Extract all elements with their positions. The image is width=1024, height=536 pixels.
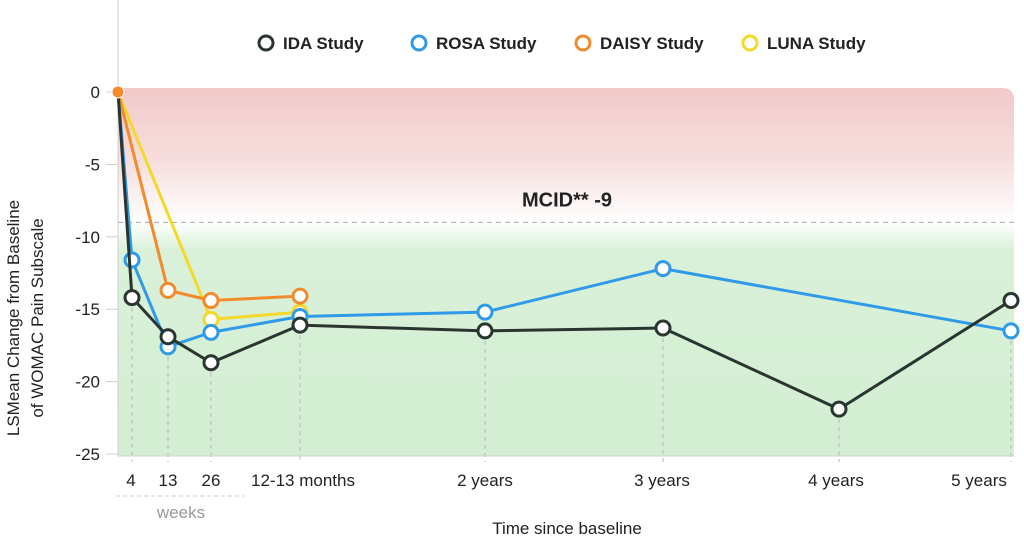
series-ida-study — [116, 91, 1020, 418]
data-point — [476, 303, 494, 321]
data-point — [654, 260, 672, 278]
y-tick-label: -25 — [75, 445, 100, 464]
series-line — [116, 91, 301, 303]
data-point — [159, 328, 177, 346]
legend-marker — [257, 34, 275, 52]
weeks-group-label: weeks — [156, 503, 205, 522]
legend-item: IDA Study — [257, 34, 364, 53]
y-axis: 0 -5 -10 -15 -20 -25 — [75, 0, 119, 464]
y-tick-label: 0 — [91, 83, 100, 102]
y-tick-label: -5 — [85, 155, 100, 174]
x-axis-title: Time since baseline — [492, 519, 642, 536]
data-point — [291, 316, 309, 334]
y-tick-label: -10 — [75, 228, 100, 247]
x-tick-label: 4 — [126, 471, 135, 490]
data-point — [476, 322, 494, 340]
x-tick-label: 2 years — [457, 471, 513, 490]
x-tick-label: 13 — [159, 471, 178, 490]
x-guide-lines — [131, 307, 1012, 462]
legend-marker — [410, 34, 428, 52]
x-axis: 4 13 26 12-13 months 2 years 3 years 4 years 5 … — [116, 455, 1014, 522]
legend-label: LUNA Study — [767, 34, 866, 53]
y-axis-title-line-1: LSMean Change from Baseline — [4, 200, 23, 436]
legend-marker — [741, 34, 759, 52]
mcid-label: MCID** -9 — [522, 189, 612, 211]
legend-label: IDA Study — [283, 34, 364, 53]
data-point — [123, 289, 141, 307]
below-mcid-zone — [118, 222, 1014, 456]
legend-marker — [574, 34, 592, 52]
series-daisy-study — [116, 91, 309, 310]
legend-label: DAISY Study — [600, 34, 704, 53]
data-point — [202, 354, 220, 372]
x-tick-label: 5 years — [951, 471, 1007, 490]
series-layer — [111, 85, 1020, 418]
legend-label: ROSA Study — [436, 34, 537, 53]
legend-item: ROSA Study — [410, 34, 537, 53]
x-tick-label: 3 years — [634, 471, 690, 490]
data-point — [1002, 322, 1020, 340]
legend-item: LUNA Study — [741, 34, 866, 53]
x-tick-label: 26 — [202, 471, 221, 490]
data-point — [830, 400, 848, 418]
mcid-threshold: MCID** -9 — [118, 189, 1014, 223]
data-point — [291, 287, 309, 305]
legend: IDA Study ROSA Study DAISY Study LUNA Study — [257, 34, 866, 53]
above-mcid-zone — [118, 88, 1014, 223]
legend-item: DAISY Study — [574, 34, 704, 53]
data-point — [202, 292, 220, 310]
baseline-point — [111, 85, 125, 99]
y-tick-label: -20 — [75, 373, 100, 392]
data-point — [123, 251, 141, 269]
data-point — [654, 319, 672, 337]
x-tick-label: 12-13 months — [251, 471, 355, 490]
series-line — [116, 91, 1012, 349]
y-axis-title-line-2: of WOMAC Pain Subscale — [28, 218, 47, 417]
background-zones — [118, 88, 1014, 456]
data-point — [202, 323, 220, 341]
data-point — [1002, 292, 1020, 310]
data-point — [159, 281, 177, 299]
x-tick-label: 4 years — [808, 471, 864, 490]
y-tick-label: -15 — [75, 300, 100, 319]
